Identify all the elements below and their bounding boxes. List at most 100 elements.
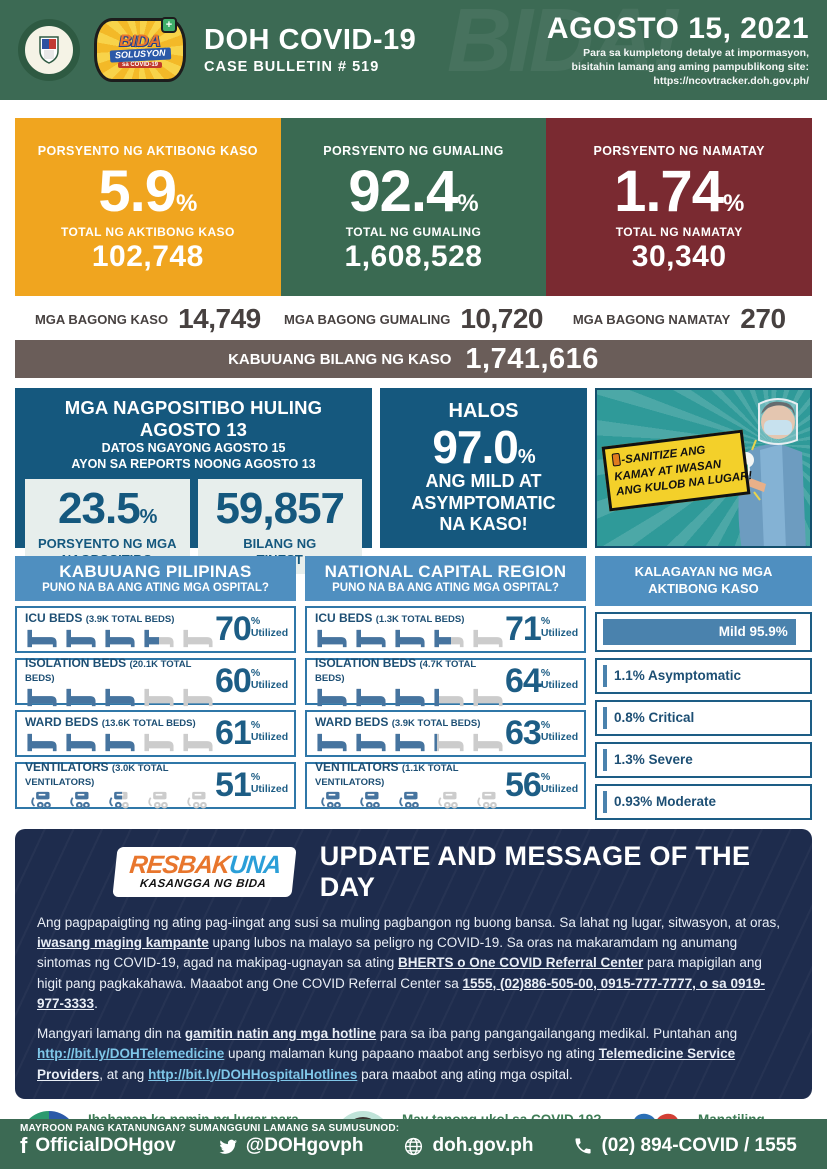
- resource-label: WARD BEDS: [315, 714, 389, 729]
- hospital-utilization-row: KABUUANG PILIPINAS PUNO NA BA ANG ATING …: [15, 556, 812, 820]
- column-title: NATIONAL CAPITAL REGION: [324, 562, 567, 581]
- text-segment: para mapigilan ang higit pang pagkakahaw…: [37, 955, 762, 991]
- column-subtitle: PUNO NA BA ANG ATING MGA OSPITAL?: [42, 582, 269, 594]
- resource-label: ISOLATION BEDS: [25, 655, 127, 670]
- text-segment: Telemedicine Service Providers: [37, 1046, 736, 1082]
- ventilator-icon-gauge: [315, 791, 505, 811]
- resource-label: ICU BEDS: [25, 610, 83, 625]
- stat-total-value: 102,748: [91, 239, 204, 273]
- footer-twitter[interactable]: @DOHgovph: [216, 1135, 363, 1157]
- site-note-line1: Para sa kumpletong detalye at impormasyo…: [583, 46, 809, 59]
- hyperlink[interactable]: http://bit.ly/DOHTelemedicine: [37, 1046, 225, 1062]
- footer-website[interactable]: doh.gov.ph: [403, 1135, 533, 1157]
- utilization-row-icu: ICU BEDS (3.9K TOTAL BEDS) 70% Utilized: [15, 606, 296, 653]
- positivity-rate: 23.5: [58, 484, 141, 534]
- positivity-row: MGA NAGPOSITIBO HULING AGOSTO 13 DATOS N…: [15, 388, 812, 575]
- utilization-percent: 51: [215, 766, 252, 804]
- resource-capacity: (4.7K TOTAL BEDS): [315, 658, 476, 684]
- header-bar: BIDA! + BIDA SOLUSYON sa COVID-19 DOH CO…: [0, 0, 827, 100]
- text-segment: BHERTS o One COVID Referral Center: [397, 955, 644, 971]
- utilization-row-isolation: ISOLATION BEDS (4.7K TOTAL BEDS) 64% Util…: [305, 656, 586, 707]
- bed-icon: [471, 687, 505, 707]
- percent-sign: %: [540, 771, 551, 783]
- percent-sign: %: [250, 615, 261, 627]
- hospital-column-ncr: NATIONAL CAPITAL REGION PUNO NA BA ANG A…: [305, 556, 586, 820]
- active-status-header: KALAGAYAN NG MGA AKTIBONG KASO: [595, 556, 812, 606]
- text-segment: iwasang maging kampante: [37, 935, 209, 951]
- stat-total-label: TOTAL NG AKTIBONG KASO: [60, 224, 235, 239]
- active-status-title1: KALAGAYAN NG MGA: [634, 564, 773, 579]
- new-deaths-value: 270: [740, 303, 786, 334]
- text-segment: Ang pagpapaigting ng ating pag-iingat an…: [37, 914, 781, 930]
- utilized-label: Utilized: [540, 731, 579, 744]
- utilization-percent: 56: [505, 766, 542, 804]
- text-segment: 1555, (02)886-505-00, 0915-777-7777, o s…: [37, 975, 765, 1011]
- resource-capacity: (1.1K TOTAL VENTILATORS): [315, 762, 459, 788]
- bed-icon: [393, 687, 427, 707]
- bida-logo-subtext: SOLUSYON: [109, 46, 171, 63]
- stat-card-active: PORSYENTO NG AKTIBONG KASO 5.9% TOTAL NG…: [15, 118, 281, 296]
- ventilator-icon: [64, 791, 98, 811]
- utilized-label: Utilized: [250, 731, 289, 744]
- mild-line2: ANG MILD AT: [425, 471, 542, 492]
- percent-sign: %: [540, 719, 551, 731]
- stat-percent: 92.4: [348, 159, 458, 225]
- bed-icon: [181, 628, 215, 648]
- text-segment: para maabot ang ating mga ospital.: [357, 1066, 573, 1082]
- percent-sign: %: [540, 667, 551, 679]
- bed-icon: [142, 732, 176, 752]
- hyperlink[interactable]: http://bit.ly/DOHHospitalHotlines: [148, 1066, 358, 1082]
- status-row-mild: Mild 95.9%: [595, 611, 812, 652]
- hospital-column-philippines: KABUUANG PILIPINAS PUNO NA BA ANG ATING …: [15, 556, 296, 820]
- utilization-row-ventilators: VENTILATORS (3.0K TOTAL VENTILATORS) 51%…: [15, 759, 296, 811]
- positivity-panel: MGA NAGPOSITIBO HULING AGOSTO 13 DATOS N…: [15, 388, 372, 575]
- stat-card-recovered: PORSYENTO NG GUMALING 92.4% TOTAL NG GUM…: [280, 118, 547, 296]
- status-row-critical: 0.8% Critical: [595, 699, 812, 736]
- bed-icon: [25, 732, 59, 752]
- utilized-label: Utilized: [250, 627, 289, 640]
- footer-facebook[interactable]: f OfficialDOHgov: [20, 1135, 176, 1157]
- total-cases-bar: KABUUANG BILANG NG KASO 1,741,616: [15, 340, 812, 378]
- site-note-line2: bisitahin lamang ang aming pampublikong …: [571, 60, 809, 73]
- bulletin-number: CASE BULLETIN # 519: [204, 58, 380, 75]
- resource-label: VENTILATORS: [315, 759, 399, 774]
- status-label: 0.8% Critical: [614, 710, 695, 726]
- mild-bar-label: Mild 95.9%: [718, 624, 788, 640]
- new-cases-row: MGA BAGONG KASO 14,749 MGA BAGONG GUMALI…: [15, 300, 812, 338]
- resbakuna-text-b: UNA: [227, 850, 282, 879]
- ventilator-icon: [315, 791, 349, 811]
- text-segment: , at ang: [99, 1066, 149, 1082]
- status-tick-bar: [603, 790, 607, 813]
- new-recoveries-value: 10,720: [460, 303, 543, 334]
- utilized-label: Utilized: [540, 783, 579, 796]
- utilized-label: Utilized: [540, 627, 579, 640]
- footer-bar: MAYROON PANG KATANUNGAN? SUMANGGUNI LAMA…: [0, 1119, 827, 1169]
- bed-icon: [471, 732, 505, 752]
- new-recoveries-item: MGA BAGONG GUMALING 10,720: [281, 303, 547, 335]
- utilized-label: Utilized: [540, 679, 579, 692]
- tracker-url[interactable]: https://ncovtracker.doh.gov.ph/: [653, 75, 809, 88]
- stat-total-label: TOTAL NG NAMATAY: [615, 224, 743, 239]
- status-tick-bar: [603, 748, 607, 771]
- phone-number: (02) 894-COVID / 1555: [601, 1135, 797, 1156]
- bed-icon: [103, 628, 137, 648]
- bed-icon: [471, 628, 505, 648]
- utilized-label: Utilized: [250, 783, 289, 796]
- utilization-percent: 61: [215, 714, 252, 752]
- bida-logo-ribbon: sa COVID-19: [117, 62, 162, 69]
- highlight-i-bar: [611, 452, 622, 467]
- stat-cards-row: PORSYENTO NG AKTIBONG KASO 5.9% TOTAL NG…: [15, 118, 813, 296]
- footer-phone[interactable]: (02) 894-COVID / 1555: [573, 1135, 797, 1157]
- resource-label: VENTILATORS: [25, 759, 109, 774]
- mild-line1: HALOS: [448, 399, 519, 422]
- bed-icon: [64, 628, 98, 648]
- positivity-subtitle1: DATOS NGAYONG AGOSTO 15: [101, 441, 286, 455]
- percent-sign: %: [250, 771, 261, 783]
- active-case-status-panel: KALAGAYAN NG MGA AKTIBONG KASO Mild 95.9…: [595, 556, 812, 820]
- stat-card-deaths: PORSYENTO NG NAMATAY 1.74% TOTAL NG NAMA…: [546, 118, 813, 296]
- facebook-handle: OfficialDOHgov: [35, 1135, 176, 1156]
- utilization-row-ward: WARD BEDS (13.6K TOTAL BEDS) 61% Utilized: [15, 710, 296, 757]
- resource-label: ICU BEDS: [315, 610, 373, 625]
- bed-icon: [432, 687, 466, 707]
